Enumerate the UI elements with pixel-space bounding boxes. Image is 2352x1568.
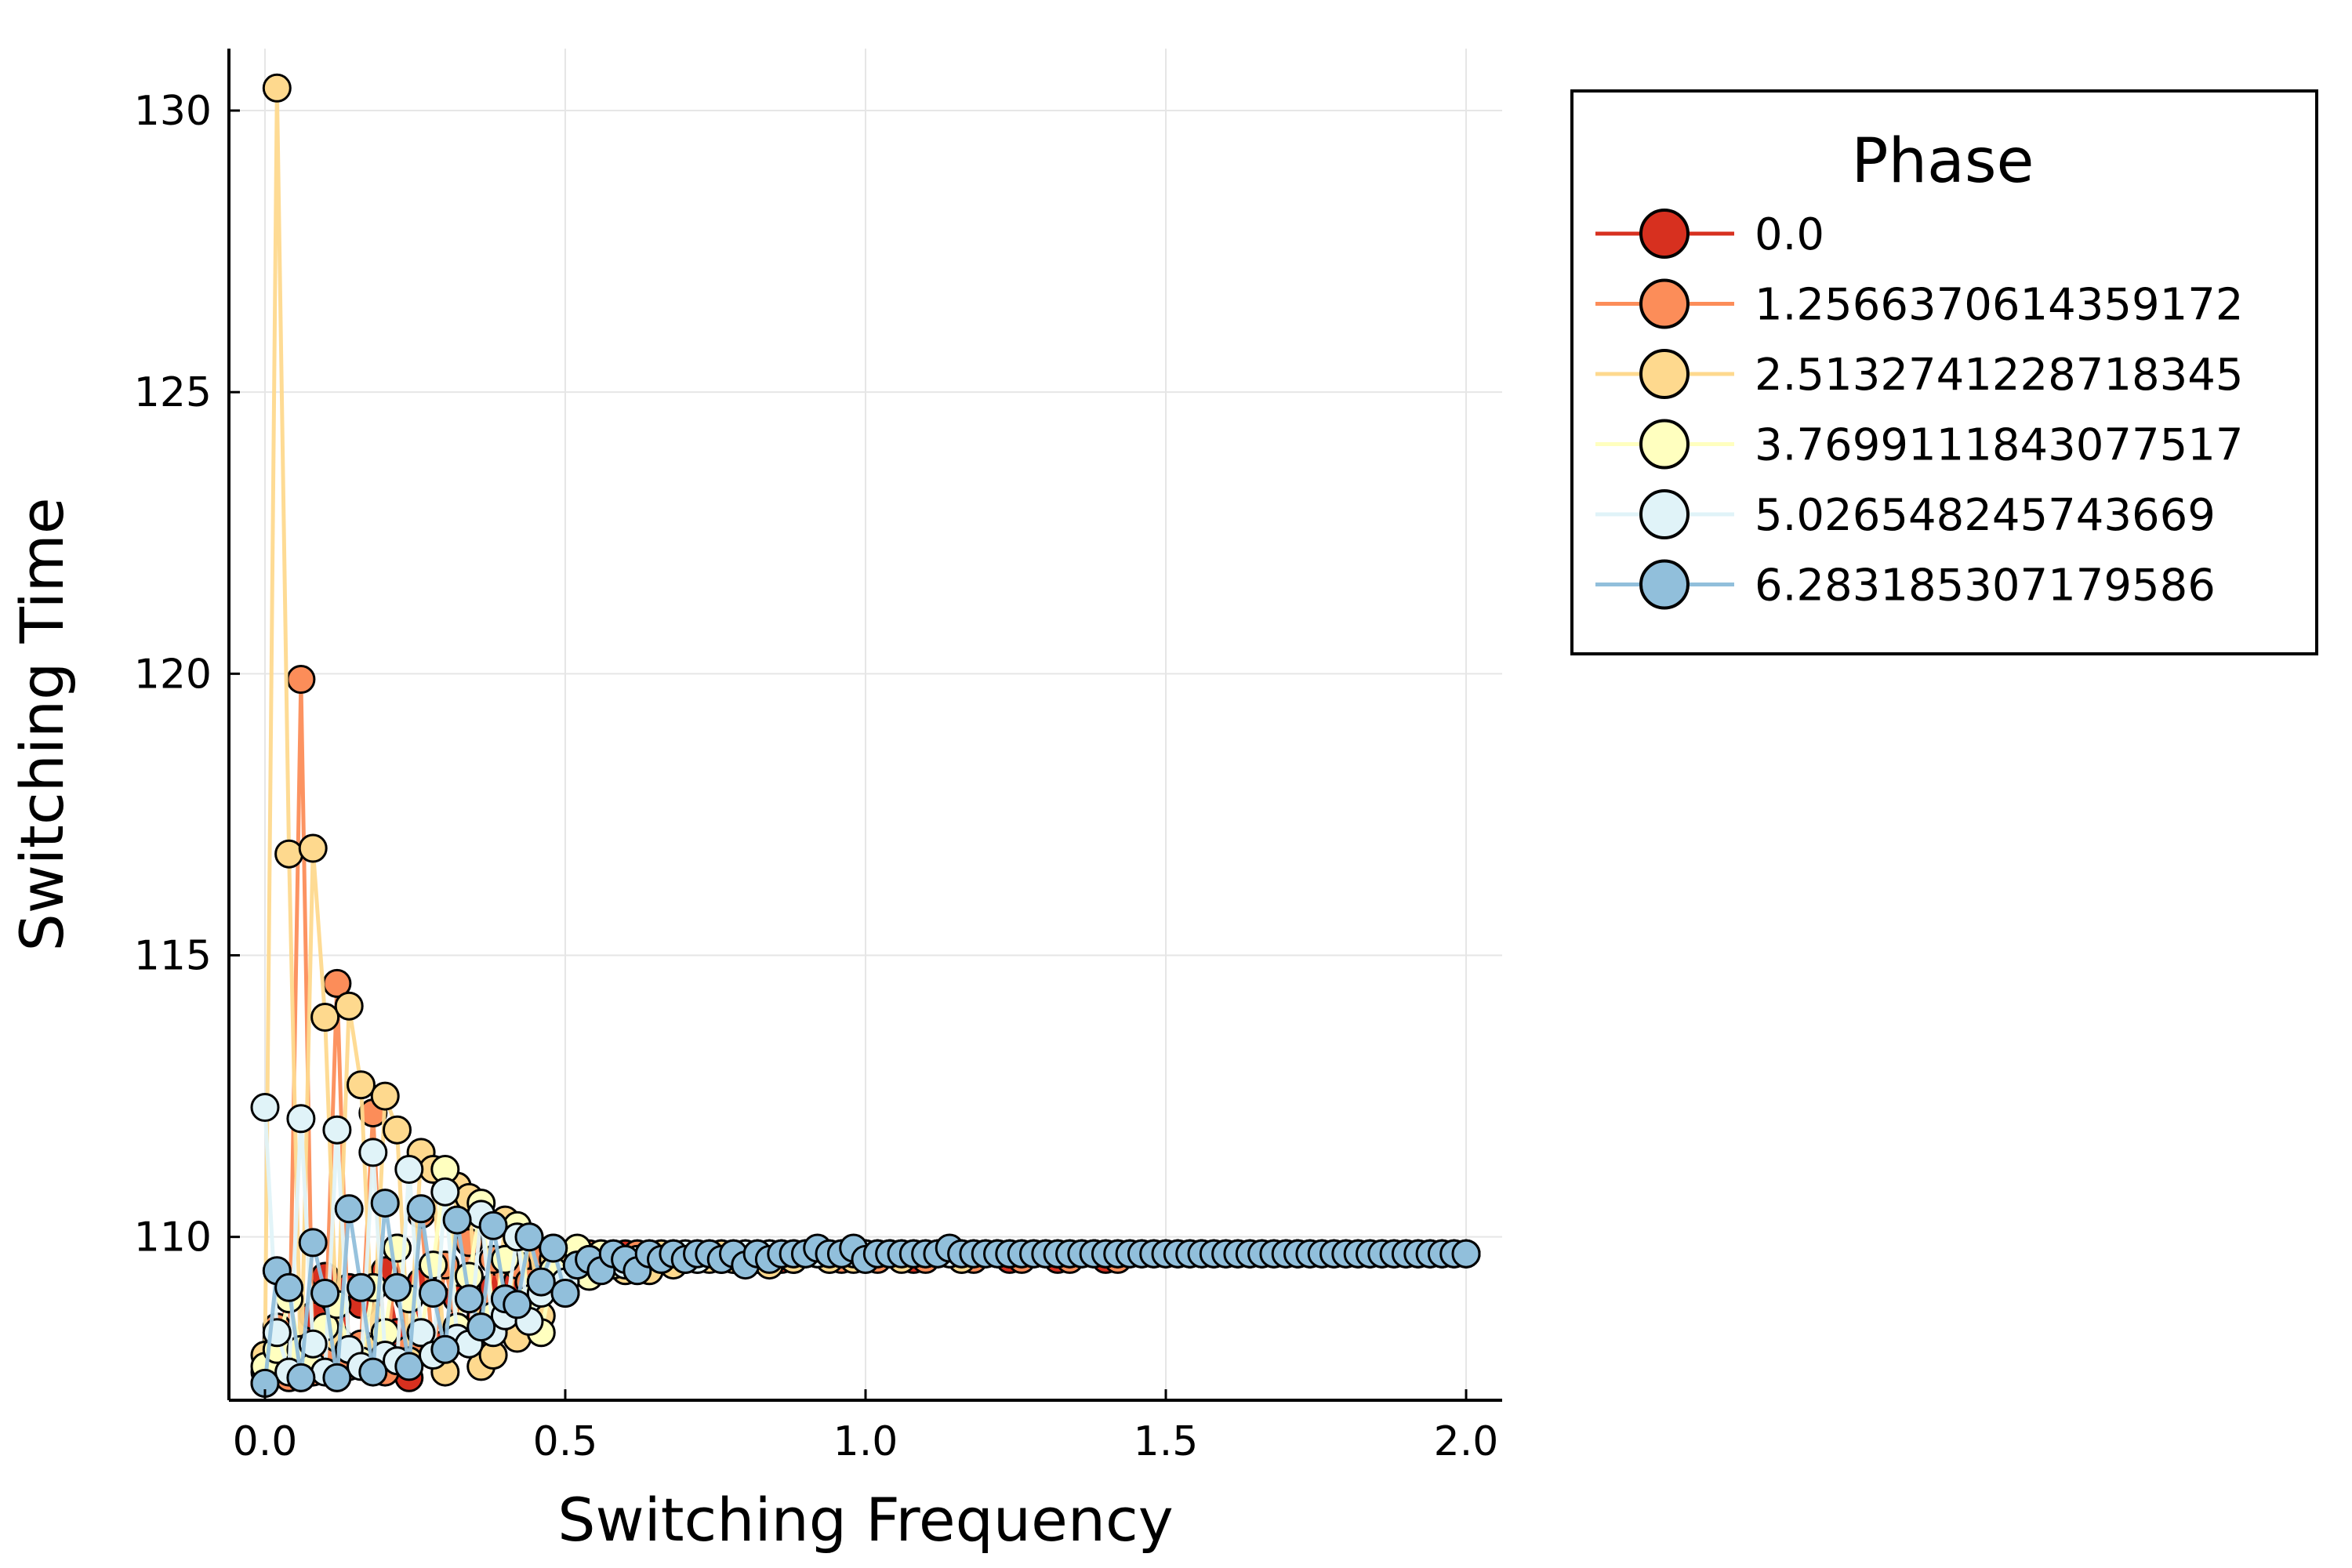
x-tick-label: 0.5 [533,1418,598,1465]
legend-title: Phase [1852,126,2034,197]
data-point [442,1205,472,1235]
x-tick-label: 1.0 [833,1418,898,1465]
data-point [322,1363,352,1392]
data-point [394,1155,424,1184]
legend-marker [1639,489,1690,539]
tick-layer: 0.0 0.5 1.0 1.5 2.0 110 115 120 125 130 [134,88,1499,1465]
data-point [358,1357,388,1387]
legend-entry: 5.026548245743669 [1595,489,2216,541]
legend-marker [1639,209,1690,259]
data-point [466,1312,496,1342]
y-tick-label: 120 [134,651,212,698]
data-point [310,1003,340,1032]
data-point [383,1272,412,1302]
legend-label: 6.283185307179586 [1755,561,2216,612]
data-point [406,1318,436,1348]
data-point [322,1115,352,1145]
data-point [298,1228,328,1258]
y-tick-label: 115 [134,933,212,980]
data-point [298,833,328,863]
y-tick-label: 130 [134,88,212,135]
data-point [370,1189,400,1218]
legend-label: 5.026548245743669 [1755,490,2216,541]
data-point [478,1210,508,1240]
x-tick-label: 2.0 [1434,1418,1499,1465]
series-5 [250,1189,1481,1398]
data-point [383,1115,412,1145]
series-layer [250,73,1481,1398]
legend-entry: 3.7699111843077517 [1595,419,2244,471]
legend-entry: 0.0 [1595,209,1824,260]
data-point [514,1222,544,1252]
data-point [286,665,316,694]
legend-label: 0.0 [1755,209,1824,260]
legend-entries: 0.0 1.2566370614359172 2.5132741228718345 3… [1595,209,2244,612]
data-point [370,1081,400,1111]
x-tick-label: 0.0 [233,1418,298,1465]
data-point [394,1352,424,1381]
x-axis-title: Switching Frequency [557,1485,1174,1555]
data-point [550,1279,580,1308]
legend: Phase 0.0 1.2566370614359172 2.51327412287… [1570,89,2318,655]
data-point [454,1284,484,1314]
legend-label: 2.5132741228718345 [1755,350,2244,401]
legend-marker [1639,419,1690,470]
data-point [310,1279,340,1308]
data-point [274,839,304,869]
data-point [286,1104,316,1134]
data-point [539,1233,568,1263]
legend-label: 1.2566370614359172 [1755,280,2244,331]
data-point [334,1194,364,1224]
legend-marker [1639,278,1690,329]
legend-label: 3.7699111843077517 [1755,420,2244,471]
data-point [262,73,292,103]
legend-entry: 6.283185307179586 [1595,559,2216,612]
y-tick-label: 110 [134,1214,212,1261]
data-point [430,1177,460,1207]
data-point [406,1194,436,1224]
y-axis-title: Switching Time [7,498,77,952]
data-point [1451,1239,1481,1269]
data-point [526,1267,556,1297]
data-point [274,1272,304,1302]
data-point [503,1290,532,1319]
data-point [419,1279,448,1308]
data-point [250,1093,280,1122]
data-point [358,1138,388,1167]
data-point [347,1272,376,1302]
data-point [430,1334,460,1364]
data-point [334,991,364,1021]
legend-entry: 1.2566370614359172 [1595,278,2244,331]
data-point [286,1363,316,1392]
data-point [419,1250,448,1280]
data-point [347,1070,376,1100]
legend-entry: 2.5132741228718345 [1595,349,2244,401]
y-tick-label: 125 [134,369,212,416]
x-tick-label: 1.5 [1134,1418,1199,1465]
legend-marker [1639,349,1690,399]
legend-marker [1639,559,1690,610]
